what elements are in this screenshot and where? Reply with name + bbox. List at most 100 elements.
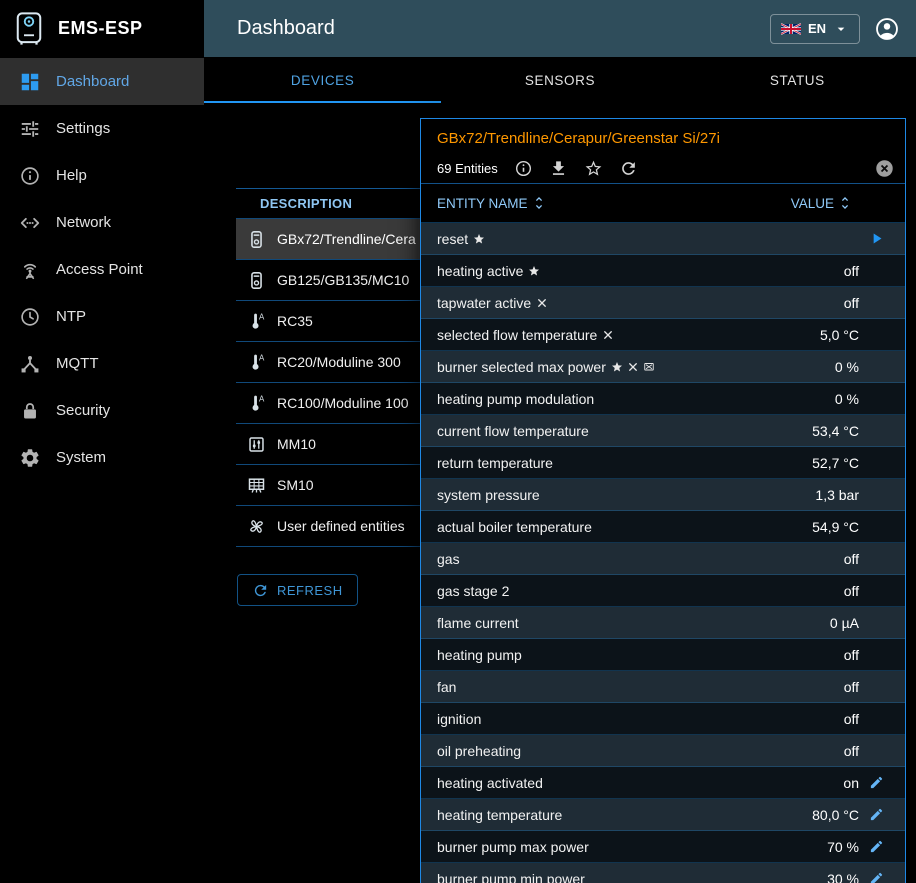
app-logo-icon	[16, 11, 42, 45]
device-row[interactable]: RC20/Moduline 300	[236, 342, 420, 383]
tab[interactable]: DEVICES	[204, 57, 442, 103]
entity-row[interactable]: oil preheating off	[421, 735, 905, 767]
entity-name: current flow temperature	[437, 422, 589, 439]
entity-row[interactable]: heating pump off	[421, 639, 905, 671]
refresh-button[interactable]: REFRESH	[237, 574, 358, 606]
entity-value: 1,3 bar	[815, 486, 859, 503]
entity-name: heating active	[437, 262, 524, 279]
sidebar-item[interactable]: Security	[0, 387, 204, 434]
entity-name: gas stage 2	[437, 582, 510, 599]
device-row[interactable]: SM10	[236, 465, 420, 506]
app-name: EMS-ESP	[58, 18, 143, 38]
entity-value: off	[843, 294, 859, 311]
entity-name: ignition	[437, 710, 482, 727]
entity-value: 5,0 °C	[819, 326, 859, 343]
entity-row[interactable]: reset	[421, 223, 905, 255]
device-name: RC100/Moduline 100	[277, 395, 409, 411]
tab-label: STATUS	[769, 72, 825, 88]
entity-markers	[536, 297, 548, 309]
entity-row[interactable]: ignition off	[421, 703, 905, 735]
sidebar-item[interactable]: Dashboard	[0, 58, 204, 105]
sidebar-item[interactable]: Access Point	[0, 246, 204, 293]
refresh-icon[interactable]	[619, 159, 638, 178]
entity-value: 0 µA	[829, 614, 859, 631]
tab[interactable]: STATUS	[679, 57, 916, 103]
entity-value: 80,0 °C	[812, 806, 859, 823]
sidebar-item[interactable]: System	[0, 434, 204, 481]
custom-icon	[246, 516, 267, 537]
device-row[interactable]: RC100/Moduline 100	[236, 383, 420, 424]
entity-value: 52,7 °C	[812, 454, 859, 471]
sort-by-value[interactable]: VALUE	[791, 195, 853, 211]
sidebar-item-label: MQTT	[56, 355, 99, 372]
boiler-icon	[246, 270, 267, 291]
device-row[interactable]: GBx72/Trendline/Cera	[236, 219, 420, 260]
entity-row[interactable]: burner pump max power 70 %	[421, 831, 905, 863]
account-button[interactable]	[874, 16, 900, 42]
edit-icon[interactable]	[869, 775, 884, 790]
sort-icon	[837, 195, 853, 211]
info-icon	[19, 165, 41, 187]
sidebar-item[interactable]: Settings	[0, 105, 204, 152]
entity-value: 53,4 °C	[812, 422, 859, 439]
close-icon[interactable]	[874, 158, 895, 179]
entity-row[interactable]: tapwater active off	[421, 287, 905, 319]
star-outline-icon[interactable]	[584, 159, 603, 178]
cross-icon	[536, 297, 548, 309]
boiler-icon	[246, 229, 267, 250]
tab[interactable]: SENSORS	[441, 57, 678, 103]
edit-icon[interactable]	[869, 807, 884, 822]
device-name: GBx72/Trendline/Cera	[277, 231, 416, 247]
tune-icon	[19, 118, 41, 140]
entity-value: off	[843, 646, 859, 663]
devices-column-header[interactable]: DESCRIPTION	[236, 188, 420, 219]
entity-row[interactable]: flame current 0 µA	[421, 607, 905, 639]
download-icon[interactable]	[549, 159, 568, 178]
entity-value: 70 %	[827, 838, 859, 855]
device-name: GB125/GB135/MC10	[277, 272, 410, 288]
info-icon[interactable]	[514, 159, 533, 178]
device-row[interactable]: RC35	[236, 301, 420, 342]
device-row[interactable]: User defined entities	[236, 506, 420, 547]
sort-by-entity-name[interactable]: ENTITY NAME	[437, 195, 547, 211]
sidebar-item-label: System	[56, 449, 107, 466]
entity-row[interactable]: gas off	[421, 543, 905, 575]
entity-action-slot	[859, 839, 893, 854]
tab-bar: DEVICES SENSORS STATUS	[204, 57, 916, 103]
execute-command-icon[interactable]	[868, 230, 885, 247]
entity-row[interactable]: system pressure 1,3 bar	[421, 479, 905, 511]
entity-row[interactable]: heating active off	[421, 255, 905, 287]
entity-name: burner pump max power	[437, 838, 589, 855]
entity-value: off	[843, 582, 859, 599]
device-row[interactable]: MM10	[236, 424, 420, 465]
sidebar-item[interactable]: NTP	[0, 293, 204, 340]
device-title: GBx72/Trendline/Cerapur/Greenstar Si/27i	[437, 130, 720, 147]
device-row[interactable]: GB125/GB135/MC10	[236, 260, 420, 301]
entity-row[interactable]: burner pump min power 30 %	[421, 863, 905, 883]
language-selector[interactable]: EN	[769, 13, 860, 44]
edit-icon[interactable]	[869, 871, 884, 883]
entity-row[interactable]: heating activated on	[421, 767, 905, 799]
entity-name: fan	[437, 678, 457, 695]
person-icon	[874, 16, 900, 42]
sidebar-item-label: Security	[56, 402, 111, 419]
entity-row[interactable]: heating pump modulation 0 %	[421, 383, 905, 415]
page-title: Dashboard	[237, 17, 335, 39]
entity-row[interactable]: fan off	[421, 671, 905, 703]
entity-markers	[473, 233, 485, 245]
entity-row[interactable]: burner selected max power 0 %	[421, 351, 905, 383]
sidebar-item[interactable]: Network	[0, 199, 204, 246]
star-icon	[473, 233, 485, 245]
hub-icon	[19, 353, 41, 375]
sidebar-item[interactable]: Help	[0, 152, 204, 199]
sidebar-item[interactable]: MQTT	[0, 340, 204, 387]
entity-row[interactable]: return temperature 52,7 °C	[421, 447, 905, 479]
entity-row[interactable]: selected flow temperature 5,0 °C	[421, 319, 905, 351]
device-name: MM10	[277, 436, 316, 452]
sidebar-item-label: Dashboard	[56, 73, 130, 90]
entity-row[interactable]: heating temperature 80,0 °C	[421, 799, 905, 831]
entity-row[interactable]: gas stage 2 off	[421, 575, 905, 607]
entity-row[interactable]: current flow temperature 53,4 °C	[421, 415, 905, 447]
entity-row[interactable]: actual boiler temperature 54,9 °C	[421, 511, 905, 543]
edit-icon[interactable]	[869, 839, 884, 854]
